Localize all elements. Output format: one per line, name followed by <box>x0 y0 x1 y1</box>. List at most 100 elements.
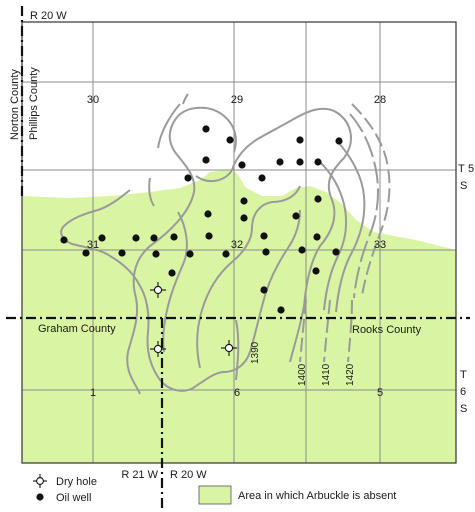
legend-dry-hole-icon <box>33 474 47 488</box>
contour-line <box>195 209 301 387</box>
township-t6s-letter: T <box>460 369 467 381</box>
range-label-bottom-left: R 21 W <box>121 469 158 481</box>
oil-well <box>205 232 213 240</box>
oil-well <box>184 174 192 182</box>
contour-line <box>351 103 391 297</box>
oil-well <box>240 197 248 205</box>
dry-hole-symbol <box>150 282 166 298</box>
oil-well <box>296 136 304 144</box>
oil-wells <box>60 125 343 314</box>
contour-line <box>349 113 379 299</box>
oil-well <box>98 234 106 242</box>
section-grid <box>22 22 456 463</box>
section-numbers: 30 29 28 31 32 33 1 6 5 <box>87 94 386 399</box>
township-t5s-number: 5 <box>468 163 474 175</box>
section-number: 5 <box>377 387 383 399</box>
oil-well <box>240 214 248 222</box>
contour-label: 1420 <box>345 363 356 386</box>
range-label-bottom-right: R 20 W <box>170 469 207 481</box>
contour-line <box>299 299 307 363</box>
oil-well <box>296 158 304 166</box>
legend: Dry hole Oil well Area in which Arbuckle… <box>33 474 396 505</box>
section-number: 6 <box>234 387 240 399</box>
oil-well <box>260 232 268 240</box>
township-t6s-s: S <box>460 403 467 415</box>
section-number: 32 <box>231 239 243 251</box>
oil-well <box>186 250 194 258</box>
township-t6s-number: 6 <box>460 386 466 398</box>
contour-line <box>162 211 188 353</box>
section-number: 29 <box>231 94 243 106</box>
section-number: 28 <box>374 94 386 106</box>
oil-well <box>202 156 210 164</box>
oil-well <box>277 306 285 314</box>
oil-well <box>132 234 140 242</box>
oil-well <box>170 233 178 241</box>
contour-label: 1390 <box>250 341 261 364</box>
contour-line <box>148 177 155 207</box>
contour-labels: 1390 1400 1410 1420 <box>250 341 356 386</box>
contour-line <box>335 141 366 313</box>
section-number: 33 <box>374 239 386 251</box>
township-t5s-letter: T <box>458 163 465 175</box>
contour-lines <box>60 93 391 395</box>
oil-well <box>202 125 210 133</box>
contour-line <box>319 161 347 311</box>
oil-well <box>313 233 321 241</box>
oil-well <box>312 267 320 275</box>
township-label-t5s: T 5 S <box>458 163 474 192</box>
contour-line <box>323 299 331 363</box>
oil-well <box>335 137 343 145</box>
township-t5s-s: S <box>460 180 467 192</box>
contour-line <box>126 115 196 395</box>
section-number: 31 <box>87 239 99 251</box>
dry-holes <box>150 282 237 357</box>
oil-well <box>332 248 340 256</box>
county-label-rooks: Rooks County <box>352 324 422 336</box>
legend-oil-well-label: Oil well <box>56 492 91 504</box>
oil-well <box>168 269 176 277</box>
contour-line <box>347 299 353 363</box>
legend-oil-well-icon <box>36 493 44 501</box>
oil-well <box>222 250 230 258</box>
oil-well <box>82 249 90 257</box>
contour-line <box>177 106 237 153</box>
oil-well <box>118 249 126 257</box>
county-label-phillips: Phillips County <box>28 67 40 140</box>
dry-hole-symbol <box>221 340 237 356</box>
oil-well <box>258 174 266 182</box>
oil-well <box>238 161 246 169</box>
township-label-t6s: T 6 S <box>460 369 467 415</box>
map-frame <box>21 21 457 464</box>
oil-well <box>150 234 158 242</box>
contour-line <box>157 103 181 149</box>
oil-well <box>60 236 68 244</box>
oil-well <box>260 286 268 294</box>
county-label-graham: Graham County <box>38 323 116 335</box>
contour-line <box>235 319 240 381</box>
contour-label: 1410 <box>321 363 332 386</box>
oil-well <box>262 248 270 256</box>
oil-well <box>204 210 212 218</box>
section-number: 1 <box>90 387 96 399</box>
oil-well <box>152 250 160 258</box>
legend-absent-area-swatch <box>198 485 232 505</box>
range-label-top: R 20 W <box>30 10 67 22</box>
contour-line <box>182 93 189 105</box>
legend-absent-area-label: Area in which Arbuckle is absent <box>238 490 396 502</box>
oil-well <box>276 158 284 166</box>
contour-label: 1400 <box>297 363 308 386</box>
county-label-norton: Norton County <box>9 69 21 140</box>
oil-well <box>298 246 306 254</box>
oil-well <box>314 158 322 166</box>
oil-well <box>314 195 322 203</box>
section-number: 30 <box>87 94 99 106</box>
legend-dry-hole-label: Dry hole <box>56 476 97 488</box>
oil-well <box>226 136 234 144</box>
contour-line <box>60 189 197 392</box>
boundary-lines <box>6 6 470 508</box>
oil-well <box>292 212 300 220</box>
contour-line <box>195 107 352 363</box>
contour-line <box>196 185 301 369</box>
